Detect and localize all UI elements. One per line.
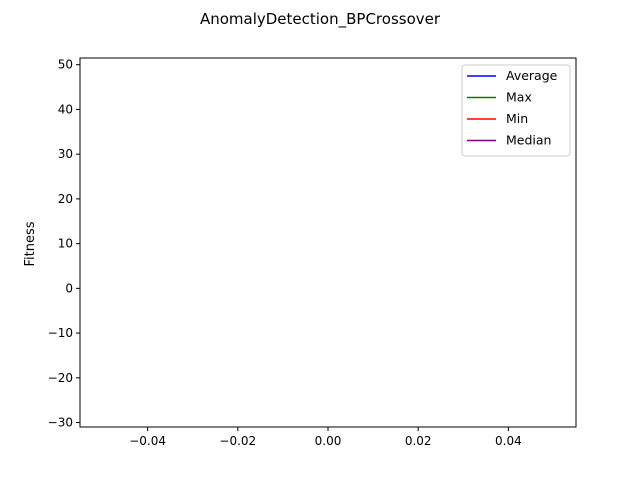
- y-tick-label: 10: [58, 237, 73, 251]
- y-axis: −30 −20 −10 0 10 20 30 40 50: [48, 58, 80, 430]
- legend-label: Average: [506, 68, 558, 83]
- legend-box: [461, 64, 571, 157]
- y-axis-label: Fitness: [23, 221, 38, 266]
- x-tick-label: −0.04: [129, 434, 166, 448]
- y-tick-label: −30: [48, 416, 73, 430]
- x-tick-label: 0.00: [315, 434, 342, 448]
- x-tick-label: −0.02: [219, 434, 256, 448]
- legend-label: Median: [506, 133, 551, 148]
- y-tick-label: −20: [48, 371, 73, 385]
- y-tick-label: 50: [58, 58, 73, 72]
- legend: Average Max Min Median: [461, 64, 571, 157]
- legend-label: Max: [506, 90, 532, 105]
- x-axis: −0.04 −0.02 0.00 0.02 0.04: [129, 427, 522, 448]
- y-tick-label: 20: [58, 192, 73, 206]
- x-tick-label: 0.02: [405, 434, 432, 448]
- y-tick-label: 0: [65, 281, 73, 295]
- y-tick-label: 40: [58, 102, 73, 116]
- x-tick-label: 0.04: [495, 434, 522, 448]
- y-tick-label: −10: [48, 326, 73, 340]
- y-tick-label: 30: [58, 147, 73, 161]
- chart-title: AnomalyDetection_BPCrossover: [200, 10, 441, 29]
- legend-label: Min: [506, 111, 528, 126]
- plot-area-frame: [79, 57, 577, 428]
